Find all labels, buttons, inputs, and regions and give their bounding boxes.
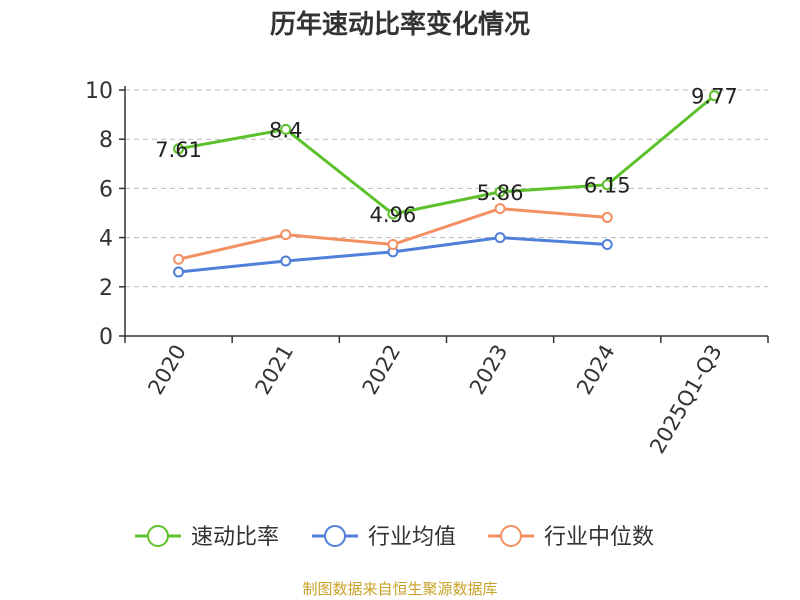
series-1-point [601,179,613,191]
source-note: 制图数据来自恒生聚源数据库 [302,580,498,598]
series-3-point [494,203,506,215]
y-tick-label: 4 [99,227,113,252]
series-3-point [280,229,292,241]
series-1-point [173,143,185,155]
series-2-point [280,255,292,267]
data-label: 8.4 [269,118,302,142]
series-3-point [601,211,613,223]
y-tick-label: 8 [99,128,113,153]
data-label-layer: 7.61 8.4 4.96 5.86 6.15 9.77 [155,85,738,227]
legend-swatch-marker [324,525,346,547]
series-2-point [173,266,185,278]
series-3-point [387,238,399,250]
x-tick-label: 2023 [465,341,513,399]
series-3-point [173,253,185,265]
data-label: 5.86 [477,181,524,205]
legend-entry-label: 行业均值 [368,525,456,550]
x-tick-label: 2025Q1-Q3 [645,341,727,458]
x-tick-label: 2020 [143,341,191,399]
chart-title: 历年速动比率变化情况 [269,10,530,40]
y-tick-label: 6 [99,177,113,202]
series-1-point [708,90,720,102]
data-label: 4.96 [370,203,417,227]
grid-layer [125,89,768,288]
data-label: 9.77 [691,85,738,109]
y-tick-label: 10 [85,79,113,104]
y-tick-label: 0 [99,325,113,350]
x-tick-label: 2022 [358,341,406,399]
y-tick-label: 2 [99,276,113,301]
data-label: 7.61 [155,138,202,162]
legend: 速动比率 行业均值 行业中位数 [135,525,654,550]
x-tick-label: 2024 [572,341,620,399]
x-tick-label: 2021 [251,341,299,399]
series-2-point [494,232,506,244]
series-1-point [494,186,506,198]
series-1-point [280,123,292,135]
series-2-point [601,238,613,250]
data-label: 6.15 [584,174,631,198]
legend-entry-label: 速动比率 [191,525,279,550]
legend-swatch-marker [147,525,169,547]
axis-layer: 0 2 4 6 8 10 2020 2021 2022 2023 2024 2025Q1-Q3 [85,79,769,458]
series-layer [173,90,720,278]
legend-entry-label: 行业中位数 [544,525,654,550]
series-line-1 [178,94,716,216]
legend-swatch-marker [500,525,522,547]
series-1-point [387,208,399,220]
